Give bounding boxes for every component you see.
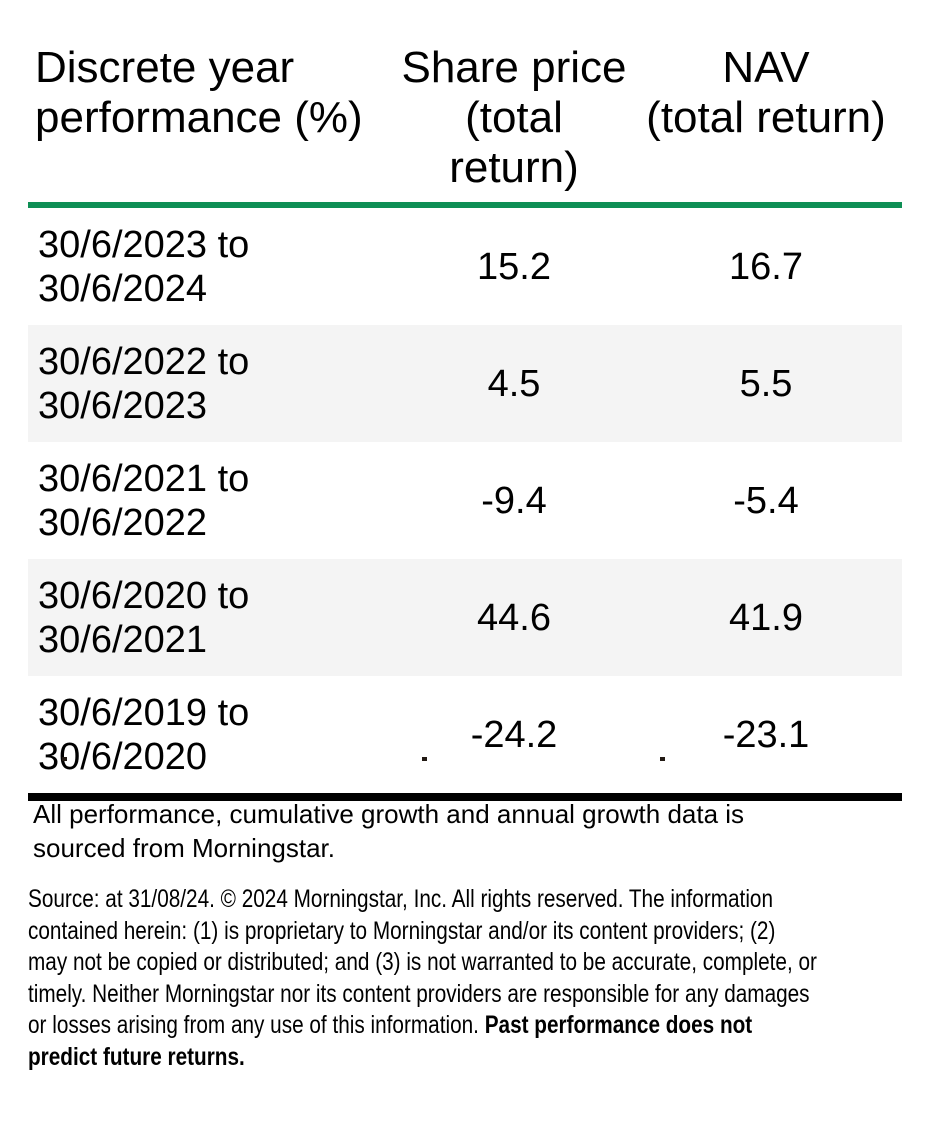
share-price-cell: 44.6 xyxy=(477,596,551,639)
morningstar-attribution-note: All performance, cumulative growth and a… xyxy=(33,797,744,865)
disclaimer-line: or losses arising from any use of this i… xyxy=(28,1010,817,1042)
header-divider-green-rule xyxy=(28,202,902,208)
table-row: 30/6/2019 to 30/6/2020 -24.2 -23.1 xyxy=(28,676,902,793)
header-nav-line1: NAV xyxy=(722,43,810,92)
header-share-price-line2: (total return) xyxy=(449,93,579,192)
disclaimer-text: timely. Neither Morningstar nor its cont… xyxy=(28,979,810,1008)
period-line1: 30/6/2019 to xyxy=(38,691,250,734)
header-nav-line2: (total return) xyxy=(646,93,886,142)
period-line1: 30/6/2022 to xyxy=(38,340,250,383)
attribution-line1: All performance, cumulative growth and a… xyxy=(33,799,745,829)
nav-cell: 5.5 xyxy=(739,362,793,405)
share-price-cell: 4.5 xyxy=(487,362,541,405)
table-header-row: Discrete year performance (%) Share pric… xyxy=(28,43,902,202)
disclaimer-line: predict future returns. xyxy=(28,1042,817,1074)
nav-cell: 41.9 xyxy=(729,596,803,639)
disclaimer-bold-text: predict future returns. xyxy=(28,1042,245,1071)
disclaimer-line: Source: at 31/08/24. © 2024 Morningstar,… xyxy=(28,884,817,916)
cropped-text-artifact-dot xyxy=(660,757,665,761)
nav-cell: -5.4 xyxy=(733,479,799,522)
period-cell: 30/6/2022 to 30/6/2023 xyxy=(28,340,398,428)
period-line1: 30/6/2021 to xyxy=(38,457,250,500)
share-price-cell: 15.2 xyxy=(477,245,551,288)
disclaimer-text: or losses arising from any use of this i… xyxy=(28,1011,485,1039)
cropped-text-artifact-dot xyxy=(422,757,427,761)
disclaimer-bold-text: Past performance does not xyxy=(484,1011,753,1039)
period-line1: 30/6/2023 to xyxy=(38,223,250,266)
disclaimer-text: Source: at 31/08/24. © 2024 Morningstar,… xyxy=(28,885,774,913)
share-price-cell: -9.4 xyxy=(481,479,547,522)
header-period-line1: Discrete year xyxy=(35,43,295,92)
disclaimer-line: contained herein: (1) is proprietary to … xyxy=(28,916,817,948)
period-line2: 30/6/2024 xyxy=(38,267,208,310)
header-period-column: Discrete year performance (%) xyxy=(28,43,398,193)
period-line2: 30/6/2022 xyxy=(38,501,208,544)
period-line2: 30/6/2020 xyxy=(38,735,208,778)
table-bottom-rule xyxy=(28,793,902,801)
attribution-line2: sourced from Morningstar. xyxy=(33,833,336,863)
header-period-line2: performance (%) xyxy=(35,93,363,142)
disclaimer-text: may not be copied or distributed; and (3… xyxy=(28,948,817,976)
table-row: 30/6/2021 to 30/6/2022 -9.4 -5.4 xyxy=(28,442,902,559)
period-cell: 30/6/2019 to 30/6/2020 xyxy=(28,691,398,779)
period-cell: 30/6/2023 to 30/6/2024 xyxy=(28,223,398,311)
disclaimer-line: timely. Neither Morningstar nor its cont… xyxy=(28,979,817,1011)
header-share-price-line1: Share price xyxy=(401,43,627,92)
disclaimer-line: may not be copied or distributed; and (3… xyxy=(28,947,817,979)
nav-cell: -23.1 xyxy=(722,713,810,756)
period-cell: 30/6/2021 to 30/6/2022 xyxy=(28,457,398,545)
disclaimer-text: contained herein: (1) is proprietary to … xyxy=(28,916,776,945)
period-cell: 30/6/2020 to 30/6/2021 xyxy=(28,574,398,662)
period-line2: 30/6/2023 xyxy=(38,384,208,427)
table-row: 30/6/2020 to 30/6/2021 44.6 41.9 xyxy=(28,559,902,676)
period-line1: 30/6/2020 to xyxy=(38,574,250,617)
morningstar-disclaimer: Source: at 31/08/24. © 2024 Morningstar,… xyxy=(28,884,817,1073)
header-nav-column: NAV (total return) xyxy=(630,43,902,193)
cropped-text-artifact-dot xyxy=(62,757,67,761)
header-share-price-column: Share price (total return) xyxy=(398,43,630,193)
period-line2: 30/6/2021 xyxy=(38,618,208,661)
nav-cell: 16.7 xyxy=(729,245,803,288)
table-row: 30/6/2023 to 30/6/2024 15.2 16.7 xyxy=(28,208,902,325)
discrete-performance-table: Discrete year performance (%) Share pric… xyxy=(28,43,902,801)
share-price-cell: -24.2 xyxy=(470,713,558,756)
table-row: 30/6/2022 to 30/6/2023 4.5 5.5 xyxy=(28,325,902,442)
